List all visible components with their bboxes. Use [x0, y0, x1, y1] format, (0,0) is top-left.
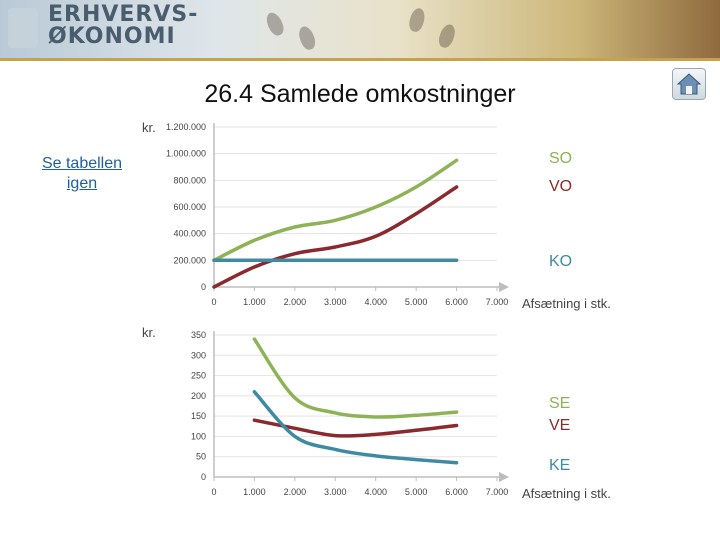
bottom-x-tick-label: 6.000: [445, 487, 468, 497]
label-ke: KE: [549, 457, 571, 474]
slide-title: 26.4 Samlede omkostninger: [204, 80, 516, 108]
top-x-tick-label: 3.000: [324, 297, 347, 307]
bottom-y-tick-label: 150: [191, 411, 206, 421]
top-y-tick-label: 0: [201, 282, 206, 292]
top-chart-unit: kr.: [142, 120, 156, 135]
logo-mark: [8, 8, 38, 48]
top-x-tick-label: 5.000: [405, 297, 428, 307]
top-x-tick-label: 6.000: [445, 297, 468, 307]
home-icon: [676, 73, 702, 95]
series-line-se: [252, 337, 459, 419]
series-line-so: [212, 158, 459, 263]
bottom-x-tick-label: 5.000: [405, 487, 428, 497]
label-se: SE: [549, 395, 571, 412]
top-y-tick-label: 600.000: [173, 202, 206, 212]
bottom-x-axis-arrow: [499, 472, 509, 482]
label-so: SO: [549, 150, 573, 167]
top-y-tick-label: 1.200.000: [166, 122, 206, 132]
top-x-tick-label: 7.000: [486, 297, 509, 307]
top-y-tick-label: 200.000: [173, 255, 206, 265]
bottom-y-tick-label: 200: [191, 391, 206, 401]
series-line-ke: [252, 390, 459, 465]
header-banner: ERHVERVS- ØKONOMI: [0, 0, 720, 61]
bottom-y-tick-label: 0: [201, 472, 206, 482]
bottom-y-tick-label: 300: [191, 350, 206, 360]
bottom-x-axis-title: Afsætning i stk.: [522, 486, 611, 501]
top-x-tick-label: 4.000: [364, 297, 387, 307]
see-table-link[interactable]: Se tabellen igen: [41, 155, 123, 192]
top-x-tick-label: 0: [211, 297, 216, 307]
label-ko: KO: [549, 253, 573, 270]
bottom-y-tick-label: 250: [191, 371, 206, 381]
label-ve: VE: [549, 417, 571, 434]
label-vo: VO: [549, 178, 573, 195]
bottom-x-tick-label: 0: [211, 487, 216, 497]
bottom-x-tick-label: 1.000: [243, 487, 266, 497]
top-y-tick-label: 400.000: [173, 229, 206, 239]
home-button[interactable]: [672, 68, 706, 100]
bottom-x-tick-label: 4.000: [364, 487, 387, 497]
top-x-axis-arrow: [499, 282, 509, 292]
logo-line2: ØKONOMI: [48, 24, 176, 49]
bottom-y-tick-label: 350: [191, 330, 206, 340]
top-y-tick-label: 1.000.000: [166, 149, 206, 159]
bottom-y-tick-label: 50: [196, 452, 206, 462]
bottom-x-tick-label: 7.000: [486, 487, 509, 497]
top-x-axis-title: Afsætning i stk.: [522, 296, 611, 311]
series-line-ve: [252, 418, 459, 438]
bottom-x-tick-label: 3.000: [324, 487, 347, 497]
series-line-vo: [212, 185, 459, 289]
bottom-x-tick-label: 2.000: [284, 487, 307, 497]
logo: ERHVERVS- ØKONOMI: [48, 4, 198, 48]
top-y-tick-label: 800.000: [173, 175, 206, 185]
bottom-y-tick-label: 100: [191, 431, 206, 441]
top-x-tick-label: 1.000: [243, 297, 266, 307]
bottom-chart-unit: kr.: [142, 325, 156, 340]
logo-line1: ERHVERVS-: [48, 2, 199, 27]
top-x-tick-label: 2.000: [284, 297, 307, 307]
